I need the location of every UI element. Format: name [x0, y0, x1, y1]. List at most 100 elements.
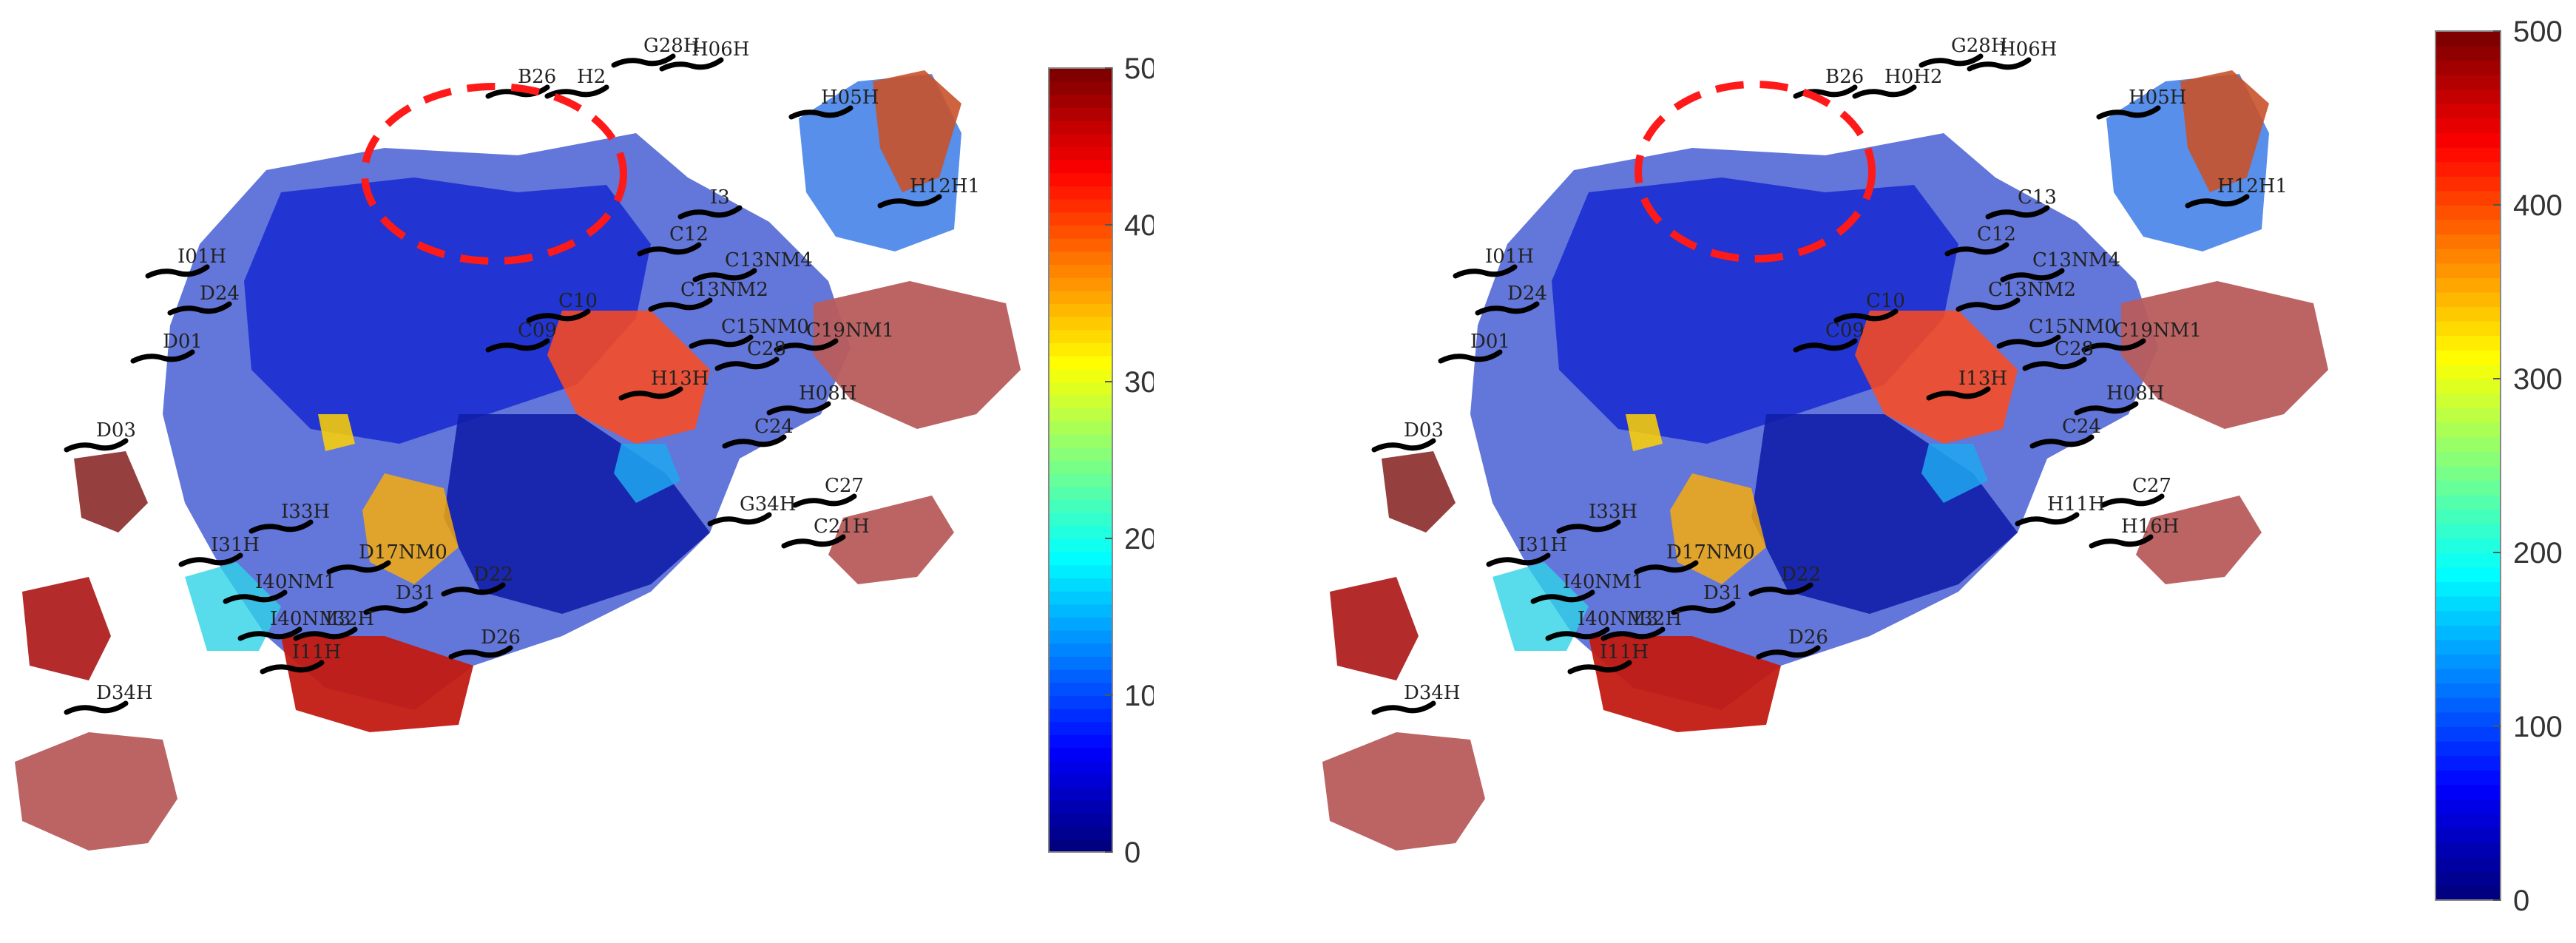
- well-trajectory: [223, 589, 288, 604]
- well-label: H06H: [1999, 38, 2057, 61]
- well-trajectory: [781, 534, 846, 549]
- well-trajectory: [2029, 434, 2095, 449]
- colorbar-tick-label: 300: [2513, 363, 2563, 396]
- well-trajectory: [167, 301, 232, 316]
- colorbar-segment: [2435, 871, 2501, 887]
- colorbar-segment: [2435, 320, 2501, 337]
- colorbar-segment: [2435, 595, 2501, 612]
- well-label: I11H: [1600, 641, 1649, 663]
- colorbar-segment: [1049, 643, 1112, 657]
- well-label: C13NM4: [2032, 249, 2120, 271]
- well-label: H05H: [2129, 87, 2186, 109]
- colorbar-segment: [2435, 118, 2501, 134]
- colorbar-segment: [1049, 133, 1112, 147]
- colorbar-segment: [1049, 813, 1112, 827]
- well-trajectory: [788, 105, 853, 120]
- well-trajectory: [707, 512, 772, 527]
- well-label: I40NM3: [270, 608, 351, 630]
- colorbar-segment: [2435, 494, 2501, 510]
- well-trajectory: [1671, 601, 1736, 615]
- colorbar-tick-label: 300: [1124, 366, 1154, 399]
- well-label: I3: [710, 186, 730, 209]
- colorbar-segment: [2435, 755, 2501, 771]
- well-label: D03: [1404, 419, 1444, 442]
- well-label: D03: [96, 419, 136, 442]
- colorbar-segment: [2435, 726, 2501, 742]
- well-label: C24: [754, 416, 794, 438]
- colorbar-segment: [2435, 219, 2501, 235]
- well-trajectory: [145, 264, 210, 279]
- well-label: C15NM0: [2029, 316, 2117, 338]
- colorbar-segment: [1049, 94, 1112, 108]
- colorbar-segment: [1049, 747, 1112, 762]
- colorbar-segment: [2435, 190, 2501, 206]
- well-trajectory: [714, 356, 780, 371]
- colorbar-segment: [2435, 450, 2501, 467]
- colorbar-segment: [2435, 523, 2501, 539]
- colorbar-segment: [1049, 590, 1112, 605]
- colorbar-segment: [2435, 581, 2501, 597]
- well-trajectory: [363, 601, 428, 615]
- colorbar-tick-label: 500: [1124, 53, 1154, 85]
- well-label: B26: [518, 66, 556, 88]
- colorbar-segment: [2435, 408, 2501, 423]
- well-trajectory: [1852, 84, 1917, 99]
- well-trajectory: [689, 334, 754, 349]
- colorbar-segment: [2435, 89, 2501, 104]
- well-trajectory: [1371, 438, 1436, 453]
- map-region: [873, 70, 961, 192]
- well-trajectory: [648, 297, 713, 312]
- colorbar-segment: [1049, 551, 1112, 566]
- well-label: G28H: [1951, 35, 2008, 57]
- colorbar-tick-label: 400: [2513, 189, 2563, 222]
- colorbar-segment: [1049, 264, 1112, 278]
- colorbar-tick-label: 200: [1124, 523, 1154, 555]
- colorbar-tick-label: 100: [1124, 680, 1154, 712]
- colorbar-segment: [2435, 379, 2501, 394]
- well-trajectory: [1530, 589, 1595, 604]
- colorbar-segment: [2435, 856, 2501, 872]
- well-trajectory: [774, 338, 839, 353]
- colorbar-segment: [1049, 68, 1112, 82]
- map-region: [74, 451, 148, 533]
- colorbar-segment: [2435, 45, 2501, 61]
- colorbar-segment: [2435, 683, 2501, 698]
- colorbar-segment: [2435, 175, 2501, 192]
- colorbar-segment: [2435, 538, 2501, 553]
- well-label: H2: [577, 66, 606, 88]
- well-label: C27: [2132, 475, 2171, 497]
- well-label: D17NM0: [359, 541, 447, 564]
- colorbar-segment: [1049, 734, 1112, 748]
- colorbar-segment: [1049, 277, 1112, 291]
- colorbar-segment: [1049, 669, 1112, 683]
- map-region: [2180, 70, 2269, 192]
- well-trajectory: [692, 268, 757, 283]
- well-trajectory: [1545, 626, 1610, 641]
- colorbar-segment: [2435, 393, 2501, 409]
- colorbar-segment: [2435, 364, 2501, 379]
- well-trajectory: [877, 194, 942, 209]
- colorbar-segment: [1049, 329, 1112, 343]
- map-region: [1921, 444, 1988, 503]
- colorbar-segment: [1049, 421, 1112, 435]
- well-label: D01: [1470, 331, 1510, 353]
- map-region: [2136, 496, 2262, 584]
- well-label: C19NM1: [2114, 320, 2202, 342]
- colorbar-segment: [2435, 668, 2501, 684]
- well-label: H0H2: [1884, 66, 1942, 88]
- well-label: H12H1: [910, 175, 980, 197]
- well-label: C24: [2062, 416, 2101, 438]
- colorbar-segment: [1049, 355, 1112, 370]
- well-trajectory: [249, 519, 314, 534]
- well-label: D22: [473, 564, 513, 586]
- well-trajectory: [1793, 338, 1858, 353]
- colorbar-segment: [1049, 120, 1112, 135]
- well-trajectory: [293, 626, 358, 641]
- well-trajectory: [611, 53, 676, 68]
- well-label: C12: [669, 223, 709, 246]
- colorbar-tick-label: 200: [2513, 537, 2563, 569]
- well-trajectory: [485, 338, 550, 353]
- colorbar-segment: [1049, 303, 1112, 317]
- well-trajectory: [1486, 552, 1551, 567]
